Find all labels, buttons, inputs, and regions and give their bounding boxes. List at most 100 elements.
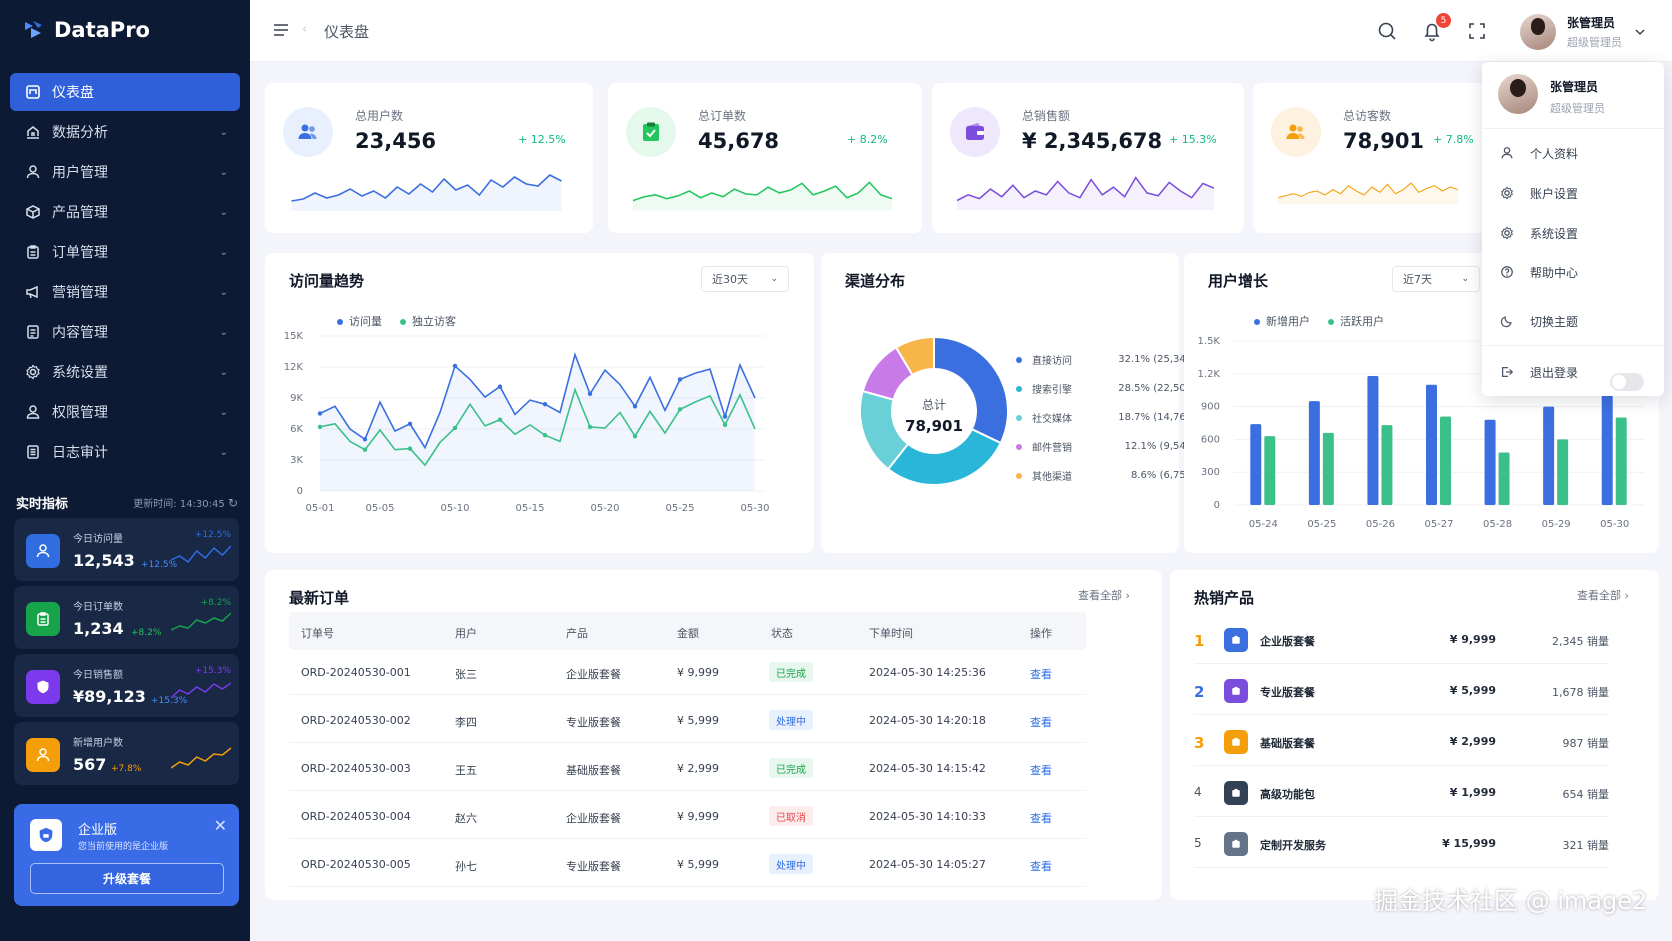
stat-value: 78,901 xyxy=(1343,129,1425,153)
status-badge: 已完成 xyxy=(769,758,813,778)
stat-title: 总用户数 xyxy=(355,109,404,123)
bar-active xyxy=(1498,452,1510,505)
column-header: 状态 xyxy=(771,627,793,640)
app-logo[interactable]: DataPro xyxy=(22,18,150,42)
pie-center-value: 78,901 xyxy=(905,417,963,435)
series-point xyxy=(497,384,503,389)
x-tick-label: 05-28 xyxy=(1483,519,1512,530)
products-view-all[interactable]: 查看全部 › xyxy=(1577,589,1629,602)
stat-sparkline-line xyxy=(1278,182,1458,199)
view-link[interactable]: 查看 xyxy=(1030,764,1052,777)
products-view-all-label: 查看全部 xyxy=(1577,589,1621,602)
table-row[interactable]: ORD-20240530-001 张三 企业版套餐 ¥ 9,999 已完成 2024-05… xyxy=(289,650,1086,695)
table-row[interactable]: ORD-20240530-003 王五 基础版套餐 ¥ 2,999 已完成 2024-05… xyxy=(289,746,1086,791)
sidebar-item-label: 权限管理 xyxy=(52,405,108,421)
realtime-card[interactable]: 新增用户数 567 +7.8% xyxy=(14,722,239,785)
sidebar-item-7[interactable]: 内容管理 ⌄ xyxy=(10,313,240,351)
sparkline xyxy=(171,747,231,769)
menu-item-1[interactable]: 个人资料 xyxy=(1500,142,1650,164)
close-icon[interactable]: ✕ xyxy=(213,816,227,835)
product-row[interactable]: 5 定制开发服务 ¥ 15,999 321 销量 xyxy=(1194,820,1609,868)
legend-dot xyxy=(1016,356,1022,363)
realtime-title: 实时指标 xyxy=(16,497,69,512)
chevron-down-icon: ⌄ xyxy=(1461,274,1469,284)
menu-item-label: 切换主题 xyxy=(1530,314,1579,329)
stat-card[interactable]: 总用户数 23,456 + 12.5% xyxy=(265,83,593,233)
table-row[interactable]: ORD-20240530-005 孙七 专业版套餐 ¥ 5,999 处理中 2024-05… xyxy=(289,842,1086,887)
menu-item-4[interactable]: 帮助中心 xyxy=(1500,261,1650,283)
sidebar-item-2[interactable]: 数据分析 ⌄ xyxy=(10,113,240,151)
y-tick-label: 1.2K xyxy=(1198,369,1221,380)
visits-range-select[interactable]: 近30天 ⌄ xyxy=(701,266,789,292)
realtime-update: 更新时间: 14:30:45 ↻ xyxy=(133,495,238,510)
chevron-down-icon[interactable] xyxy=(1634,26,1646,38)
cell-amount: ¥ 9,999 xyxy=(677,666,719,679)
sidebar-item-6[interactable]: 营销管理 ⌄ xyxy=(10,273,240,311)
sidebar-item-5[interactable]: 订单管理 ⌄ xyxy=(10,233,240,271)
upgrade-button[interactable]: 升级套餐 xyxy=(30,863,224,894)
refresh-icon[interactable]: ↻ xyxy=(227,496,238,510)
menu-item-5[interactable]: 切换主题 xyxy=(1500,310,1650,332)
sidebar-item-4[interactable]: 产品管理 ⌄ xyxy=(10,193,240,231)
user-icon xyxy=(24,163,42,181)
log-icon xyxy=(24,443,42,461)
x-tick-label: 05-01 xyxy=(305,503,334,514)
product-row[interactable]: 3 基础版套餐 ¥ 2,999 987 销量 xyxy=(1194,718,1609,766)
menu-item-label: 退出登录 xyxy=(1530,365,1579,380)
menu-item-2[interactable]: 账户设置 xyxy=(1500,182,1650,204)
menu-icon[interactable] xyxy=(272,21,290,39)
product-row[interactable]: 1 企业版套餐 ¥ 9,999 2,345 销量 xyxy=(1194,616,1609,664)
table-row[interactable]: ORD-20240530-002 李四 专业版套餐 ¥ 5,999 处理中 2024-05… xyxy=(289,698,1086,743)
shield-icon xyxy=(26,670,60,704)
realtime-card[interactable]: 今日访问量 12,543 +12.5% +12.5% xyxy=(14,518,239,581)
watermark: 掘金技术社区 @ image2 xyxy=(1374,887,1648,915)
sidebar-item-1[interactable]: 仪表盘 xyxy=(10,73,240,111)
realtime-card[interactable]: 今日订单数 1,234 +8.2% +8.2% xyxy=(14,586,239,649)
theme-toggle[interactable] xyxy=(1610,373,1644,391)
menu-item-6[interactable]: 退出登录 xyxy=(1500,361,1650,383)
orders-view-all[interactable]: 查看全部 › xyxy=(1078,589,1130,602)
fullscreen-icon[interactable] xyxy=(1466,20,1488,42)
table-row[interactable]: ORD-20240530-004 赵六 企业版套餐 ¥ 9,999 已取消 2024-05… xyxy=(289,794,1086,839)
menu-item-3[interactable]: 系统设置 xyxy=(1500,222,1650,244)
search-icon[interactable] xyxy=(1376,20,1398,42)
y-tick-label: 900 xyxy=(1201,402,1220,413)
realtime-card-delta: +8.2% xyxy=(131,628,162,638)
x-tick-label: 05-29 xyxy=(1542,519,1571,530)
y-tick-label: 3K xyxy=(290,455,303,466)
avatar[interactable] xyxy=(1520,14,1556,50)
series-point xyxy=(452,425,458,431)
growth-title: 用户增长 xyxy=(1208,272,1269,290)
pie-slice-1 xyxy=(933,335,1009,445)
sparkline xyxy=(171,612,231,631)
sidebar-item-3[interactable]: 用户管理 ⌄ xyxy=(10,153,240,191)
view-link[interactable]: 查看 xyxy=(1030,812,1052,825)
stat-card[interactable]: 总销售额 ¥ 2,345,678 + 15.3% xyxy=(932,83,1244,233)
y-tick-label: 0 xyxy=(1214,500,1220,511)
bell-icon[interactable] xyxy=(1421,20,1443,42)
stat-card[interactable]: 总访客数 78,901 + 7.8% xyxy=(1253,83,1488,233)
product-icon xyxy=(1224,730,1248,754)
product-row[interactable]: 2 专业版套餐 ¥ 5,999 1,678 销量 xyxy=(1194,667,1609,715)
growth-range-select[interactable]: 近7天 ⌄ xyxy=(1392,266,1480,292)
sidebar-item-9[interactable]: 权限管理 ⌄ xyxy=(10,393,240,431)
product-row[interactable]: 4 高级功能包 ¥ 1,999 654 销量 xyxy=(1194,769,1609,817)
breadcrumb[interactable]: 仪表盘 xyxy=(324,23,370,41)
stat-card[interactable]: 总订单数 45,678 + 8.2% xyxy=(608,83,922,233)
realtime-card[interactable]: 今日销售额 ¥89,123 +15.3% +15.3% xyxy=(14,654,239,717)
view-link[interactable]: 查看 xyxy=(1030,860,1052,873)
gear-icon xyxy=(24,363,42,381)
view-link[interactable]: 查看 xyxy=(1030,716,1052,729)
sidebar-item-10[interactable]: 日志审计 ⌄ xyxy=(10,433,240,471)
view-link[interactable]: 查看 xyxy=(1030,668,1052,681)
column-header: 金额 xyxy=(677,627,699,640)
bar-active xyxy=(1381,425,1393,505)
app-name: DataPro xyxy=(54,18,150,42)
sidebar-item-8[interactable]: 系统设置 ⌄ xyxy=(10,353,240,391)
series-point xyxy=(452,363,458,369)
menu-item-label: 系统设置 xyxy=(1530,226,1579,241)
user-name[interactable]: 张管理员 xyxy=(1567,16,1616,30)
user-icon xyxy=(26,738,60,772)
bar-new xyxy=(1426,384,1437,505)
sidebar-item-label: 系统设置 xyxy=(52,365,108,381)
